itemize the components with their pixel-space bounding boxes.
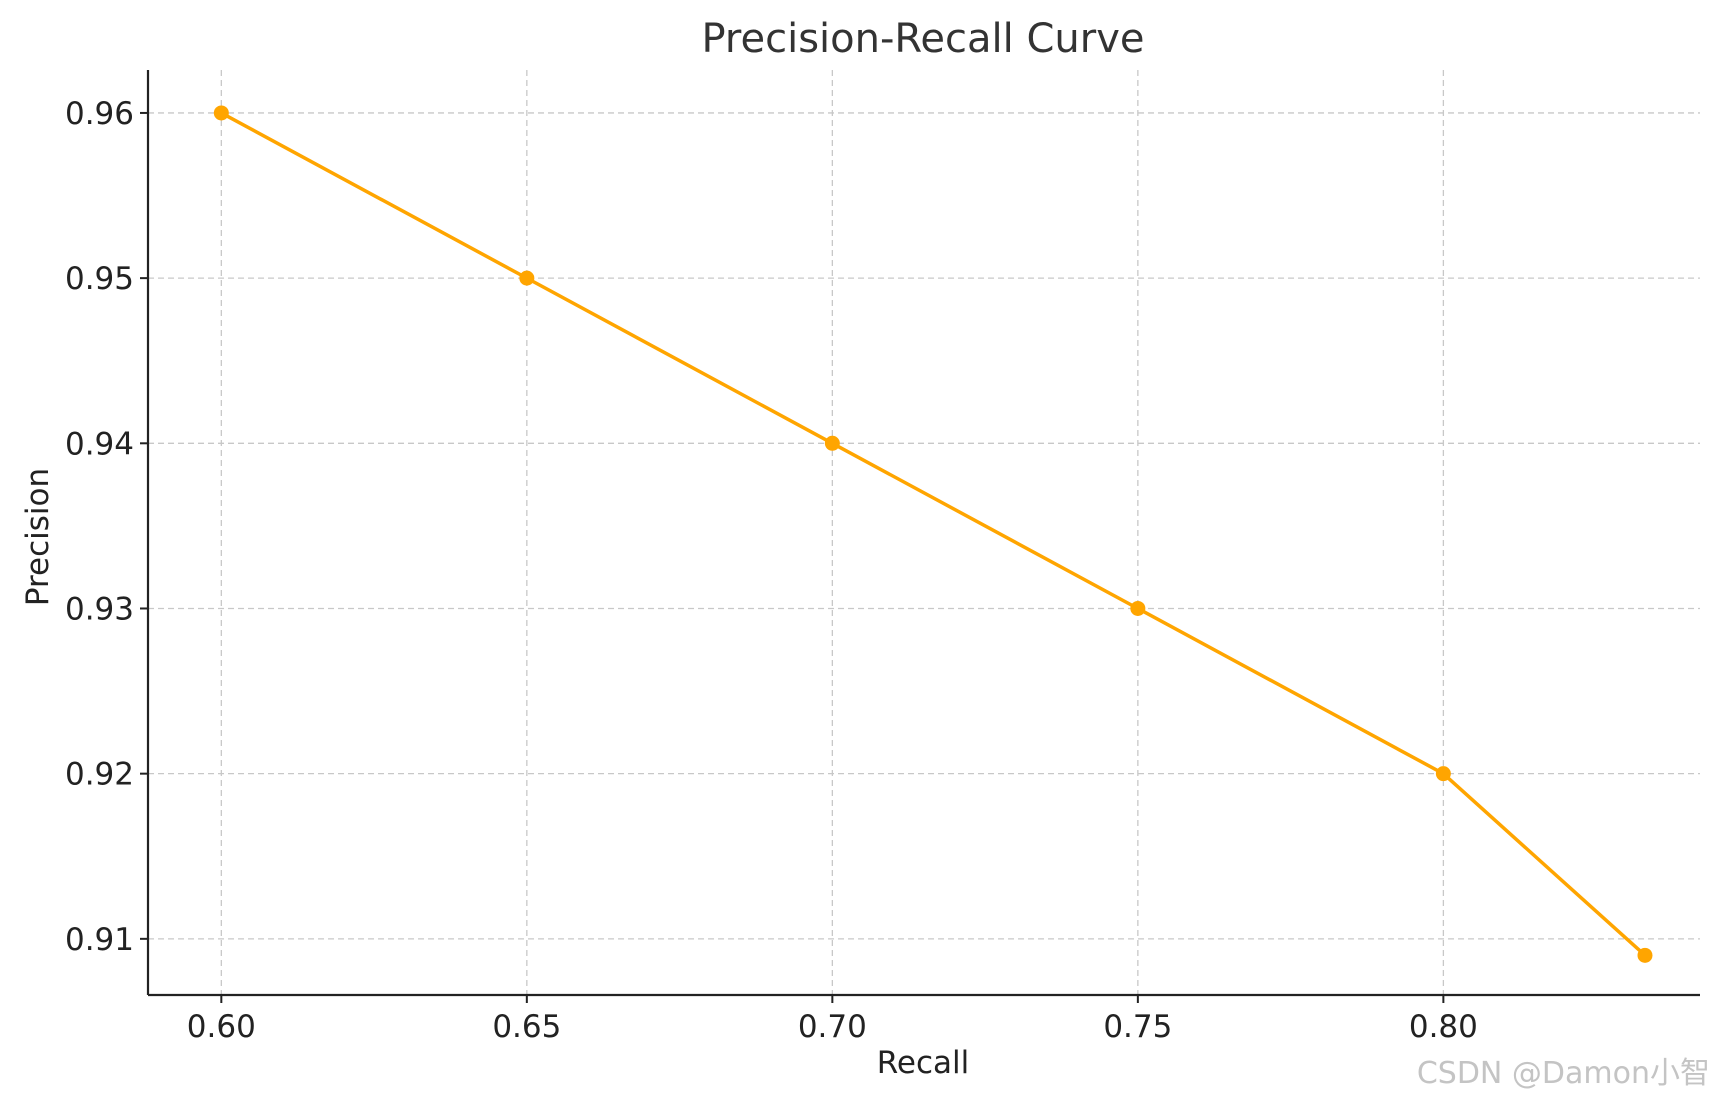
x-tick-label: 0.80 [1409,1009,1478,1045]
data-point [824,435,840,451]
y-tick-label: 0.96 [65,96,134,132]
x-tick-label: 0.70 [798,1009,867,1045]
data-point [519,270,535,286]
x-tick-label: 0.75 [1103,1009,1172,1045]
axis-ticks: 0.60 0.65 0.70 0.75 0.80 0.91 0.92 0.93 0.94 0.95… [65,96,1478,1045]
y-tick-label: 0.94 [65,426,134,462]
data-point [1637,947,1653,963]
y-tick-label: 0.95 [65,261,134,297]
x-tick-label: 0.65 [492,1009,561,1045]
data-point [1130,600,1146,616]
grid-layer [148,70,1700,995]
chart-title: Precision-Recall Curve [702,16,1145,62]
y-axis-label: Precision [20,468,56,606]
y-tick-label: 0.92 [65,757,134,793]
x-tick-label: 0.60 [187,1009,256,1045]
data-point [213,105,229,121]
y-tick-label: 0.91 [65,922,134,958]
data-point [1435,766,1451,782]
x-axis-label: Recall [877,1045,970,1081]
watermark: CSDN @Damon小智 [1417,1056,1710,1091]
y-tick-label: 0.93 [65,591,134,627]
series-line-0 [219,111,1647,958]
series-layer [213,105,1653,963]
axes-spines [146,70,1700,997]
